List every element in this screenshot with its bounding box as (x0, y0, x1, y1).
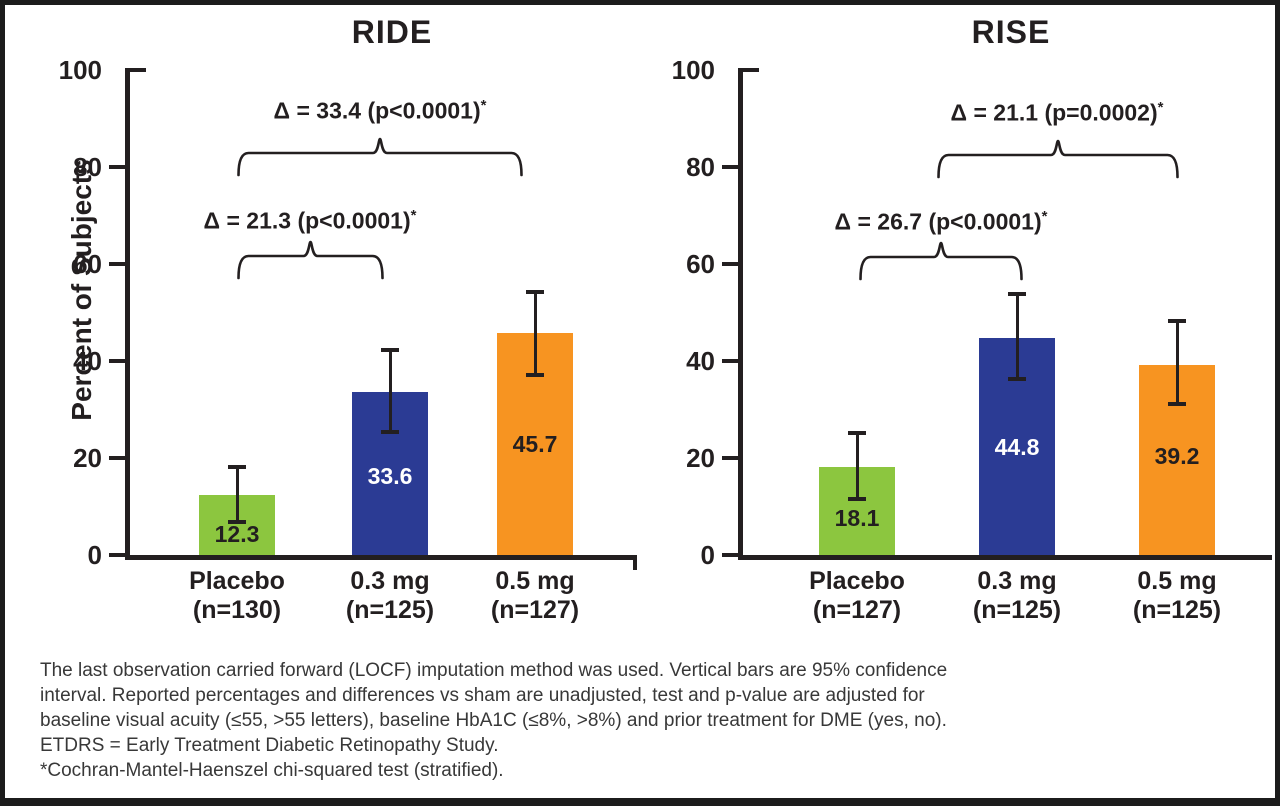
category-label: 0.3 mg (n=125) (932, 567, 1102, 625)
category-label: Placebo (n=127) (772, 567, 942, 625)
bar-value-label: 45.7 (512, 431, 558, 457)
delta-annotation: Δ = 21.1 (p=0.0002)* (950, 99, 1164, 126)
error-bar-cap (1168, 401, 1186, 406)
y-tick-label: 60 (686, 249, 715, 279)
error-bar-cap (228, 519, 246, 524)
category-line: 0.3 mg (350, 567, 430, 595)
delta-annotation: Δ = 21.3 (p<0.0001)* (203, 207, 417, 234)
bar-value-label: 18.1 (834, 505, 880, 531)
y-tick-label: 80 (73, 152, 102, 182)
x-axis (125, 555, 637, 560)
error-bar (1015, 294, 1019, 379)
y-tick-label: 0 (700, 540, 715, 570)
category-line: 0.5 mg (495, 567, 575, 595)
footnote-line: interval. Reported percentages and diffe… (40, 685, 925, 706)
y-tick (743, 68, 759, 72)
footnote-line: *Cochran-Mantel-Haenszel chi-squared tes… (40, 760, 504, 781)
ride-chart-title: RIDE (351, 14, 433, 50)
y-tick (109, 359, 125, 363)
footnote-line: ETDRS = Early Treatment Diabetic Retinop… (40, 735, 499, 756)
y-tick (722, 359, 738, 363)
error-bar-cap (526, 373, 544, 378)
y-tick-label: 100 (58, 55, 102, 85)
y-tick (722, 456, 738, 460)
delta-annotation: Δ = 26.7 (p<0.0001)* (834, 208, 1048, 235)
footnote-line: The last observation carried forward (LO… (40, 660, 948, 681)
error-bar (235, 467, 239, 522)
category-label: 0.3 mg (n=125) (305, 567, 475, 625)
error-bar-cap (228, 465, 246, 470)
error-bar (1175, 320, 1179, 404)
error-bar-cap (381, 429, 399, 434)
error-bar-cap (848, 496, 866, 501)
comparison-brace (237, 137, 523, 177)
y-tick-label: 40 (73, 346, 102, 376)
y-tick-label: 60 (73, 249, 102, 279)
y-tick-label: 20 (73, 443, 102, 473)
y-axis (738, 68, 743, 560)
error-bar-cap (848, 430, 866, 435)
y-tick (109, 262, 125, 266)
y-axis (125, 68, 130, 560)
y-tick (722, 262, 738, 266)
bar-value-label: 39.2 (1154, 443, 1200, 469)
category-label: 0.5 mg (n=125) (1092, 567, 1262, 625)
category-line: (n=125) (345, 596, 435, 624)
category-line: (n=127) (812, 596, 902, 624)
category-label: 0.5 mg (n=127) (450, 567, 620, 625)
comparison-brace (859, 241, 1023, 281)
y-tick (109, 165, 125, 169)
bar-value-label: 12.3 (214, 521, 260, 547)
y-tick-label: 100 (671, 55, 715, 85)
error-bar (533, 291, 537, 376)
y-tick (109, 456, 125, 460)
y-tick-label: 80 (686, 152, 715, 182)
error-bar (388, 350, 392, 432)
category-line: Placebo (809, 567, 905, 595)
error-bar-cap (1008, 292, 1026, 297)
y-tick-label: 20 (686, 443, 715, 473)
y-tick (722, 165, 738, 169)
comparison-brace (237, 240, 384, 280)
x-axis (738, 555, 1272, 560)
y-tick-label: 0 (87, 540, 102, 570)
y-tick-label: 40 (686, 346, 715, 376)
error-bar-cap (1168, 318, 1186, 323)
footnote-line: baseline visual acuity (≤55, >55 letters… (40, 710, 947, 731)
y-tick (130, 68, 146, 72)
y-tick (722, 553, 738, 557)
rise-chart-title: RISE (971, 14, 1051, 50)
category-line: (n=130) (192, 596, 282, 624)
footnote: The last observation carried forward (LO… (40, 658, 1250, 783)
category-line: Placebo (189, 567, 285, 595)
category-label: Placebo (n=130) (152, 567, 322, 625)
category-line: (n=125) (972, 596, 1062, 624)
error-bar-cap (526, 289, 544, 294)
comparison-brace (937, 139, 1179, 179)
delta-annotation: Δ = 33.4 (p<0.0001)* (273, 97, 487, 124)
x-axis-end-tick (633, 555, 637, 570)
y-tick (109, 553, 125, 557)
category-line: (n=125) (1132, 596, 1222, 624)
category-line: 0.3 mg (977, 567, 1057, 595)
bar-value-label: 33.6 (367, 463, 413, 489)
bar-value-label: 44.8 (994, 434, 1040, 460)
error-bar-cap (1008, 376, 1026, 381)
error-bar (855, 432, 859, 499)
error-bar-cap (381, 348, 399, 353)
category-line: 0.5 mg (1137, 567, 1217, 595)
category-line: (n=127) (490, 596, 580, 624)
